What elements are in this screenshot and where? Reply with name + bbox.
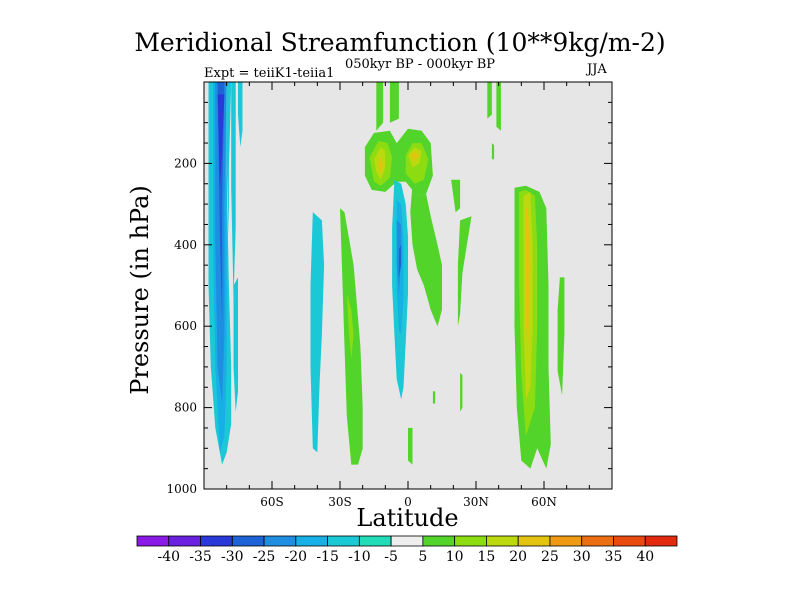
colorbar-label: -20 (285, 549, 308, 565)
colorbar-swatch (231, 535, 265, 547)
colorbar-swatch (168, 535, 201, 547)
contour-region (460, 373, 463, 412)
colorbar-label: -40 (157, 549, 180, 565)
y-tick-label: 400 (174, 238, 197, 252)
contour-region (378, 157, 384, 176)
contour-region (525, 208, 531, 347)
contour-region (410, 183, 442, 327)
y-tick-label: 200 (174, 156, 197, 170)
experiment-label: Expt = teiiK1-teiia1 (204, 66, 335, 81)
colorbar-swatch (517, 535, 551, 547)
contour-region (457, 216, 472, 327)
contour-region (238, 82, 243, 148)
x-tick-label: 60N (531, 495, 557, 509)
colorbar-swatch (358, 535, 392, 547)
colorbar-label: -10 (348, 549, 371, 565)
colorbar-swatch (136, 535, 170, 547)
colorbar-swatch (454, 535, 487, 547)
colorbar-label: 15 (477, 549, 495, 565)
contour-region (233, 277, 238, 412)
colorbar-label: 30 (573, 549, 591, 565)
colorbar-label: -30 (221, 549, 244, 565)
contour-region (346, 293, 354, 359)
colorbar-swatch (486, 535, 519, 547)
contour-region (376, 82, 384, 131)
y-tick-label: 600 (174, 319, 197, 333)
colorbar-label: -35 (189, 549, 212, 565)
season-label: JJA (587, 62, 607, 77)
colorbar-swatch (644, 535, 678, 547)
contour-region (451, 179, 461, 213)
contour-region (310, 212, 325, 453)
x-axis-label: Latitude (356, 504, 459, 532)
colorbar-label: -15 (316, 549, 339, 565)
contour-region (398, 244, 402, 278)
colorbar-swatch (263, 535, 297, 547)
contour-region (496, 82, 501, 131)
contour-region (487, 82, 492, 119)
contour-region (231, 82, 236, 298)
colorbar-swatch (549, 535, 583, 547)
contour-region (226, 82, 232, 237)
colorbar-label: 20 (509, 549, 527, 565)
x-tick-label: 30S (328, 495, 352, 509)
colorbar-swatch (327, 535, 360, 547)
colorbar-label: 5 (418, 549, 427, 565)
colorbar-swatch (200, 535, 233, 547)
contour-region (410, 151, 420, 162)
contour-region (491, 143, 495, 160)
contour-region (389, 82, 399, 123)
x-tick-label: 0 (404, 495, 412, 509)
colorbar-swatch (613, 535, 646, 547)
chart-subtitle: 050kyr BP - 000kyr BP (344, 57, 496, 72)
colorbar-label: 25 (541, 549, 559, 565)
colorbar-swatch (295, 535, 328, 547)
contour-region (557, 277, 565, 396)
y-axis-label: Pressure (in hPa) (126, 185, 154, 395)
x-tick-label: 60S (260, 495, 284, 509)
colorbar-label: 40 (636, 549, 654, 565)
contour-region (432, 391, 436, 404)
y-tick-label: 1000 (166, 482, 197, 496)
colorbar-label: -25 (253, 549, 276, 565)
colorbar-label: 10 (446, 549, 464, 565)
colorbar-label: -5 (384, 549, 398, 565)
colorbar-swatch (422, 535, 456, 547)
colorbar-label: 35 (605, 549, 623, 565)
x-tick-label: 30N (463, 495, 489, 509)
colorbar-swatch (581, 535, 614, 547)
y-tick-label: 800 (174, 401, 197, 415)
chart-title: Meridional Streamfunction (10**9kg/m-2) (134, 28, 666, 57)
colorbar-swatch (390, 535, 424, 547)
contour-region (217, 94, 225, 188)
contour-region (408, 427, 413, 465)
